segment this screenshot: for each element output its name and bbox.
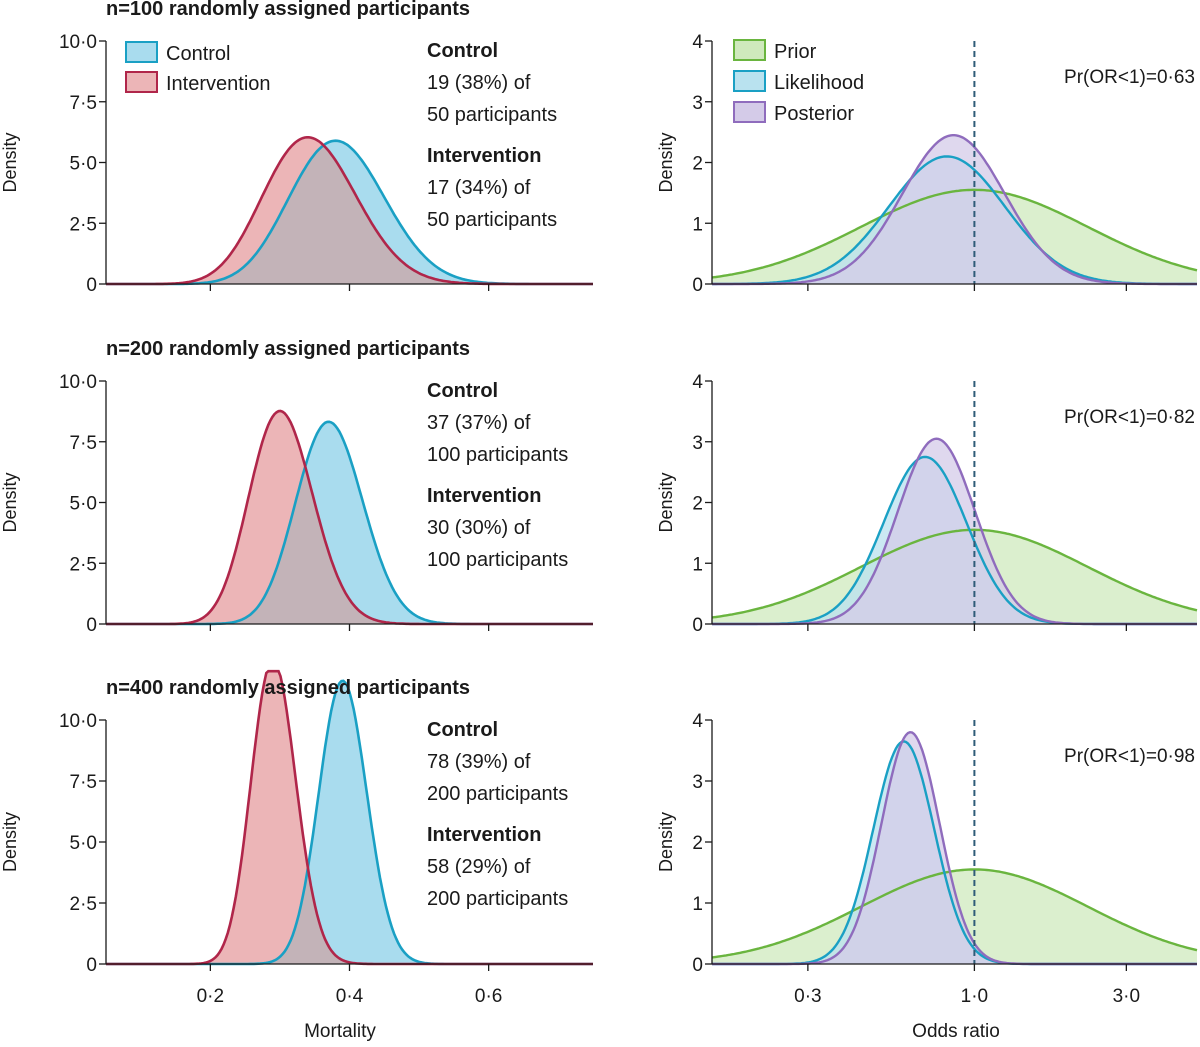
y-tick-label: 3 xyxy=(692,433,703,454)
chart-panel-1: 0 2·5 5·0 7·5 10·0 Density n=100 randomly assi… xyxy=(0,0,593,296)
prior-curve xyxy=(711,188,1198,279)
x-tick-label: 0·4 xyxy=(336,986,364,1007)
panel-title: n=400 randomly assigned participants xyxy=(106,677,470,699)
chart-panel-4: Pr(OR<1)=0·82 0 1 2 3 4 Density xyxy=(656,372,1198,636)
annotation-total: 100 participants xyxy=(427,549,568,571)
x-tick-label: 0·6 xyxy=(475,986,502,1007)
control-area xyxy=(106,680,593,964)
legend-label-posterior: Posterior xyxy=(774,103,854,125)
x-tick-label: 0·2 xyxy=(197,986,224,1007)
probability-label: Pr(OR<1)=0·63 xyxy=(1064,67,1195,88)
y-tick-label: 2·5 xyxy=(70,214,97,235)
y-tick-label: 5·0 xyxy=(70,833,97,854)
x-axis-label: Mortality xyxy=(304,1021,376,1042)
legend-swatch-posterior xyxy=(733,101,766,123)
legend-mortality: Control Intervention xyxy=(125,41,271,95)
posterior-area xyxy=(712,135,1197,284)
panel-title: n=100 randomly assigned participants xyxy=(106,0,470,20)
y-tick-label: 3 xyxy=(692,772,703,793)
annotation-total: 200 participants xyxy=(427,783,568,805)
chart-panel-2: Pr(OR<1)=0·63 0 1 2 3 4 Density Prior Likelihood… xyxy=(656,32,1198,296)
probability-label: Pr(OR<1)=0·98 xyxy=(1064,746,1195,767)
y-tick-label: 2 xyxy=(692,154,703,175)
annotation-count: 30 (30%) of xyxy=(427,517,531,539)
prior-curve xyxy=(711,528,1198,619)
y-tick-label: 0 xyxy=(86,615,97,636)
x-tick-label: 3·0 xyxy=(1113,986,1140,1007)
annotation-heading: Intervention xyxy=(427,824,541,846)
x-tick-label: 1·0 xyxy=(961,986,988,1007)
y-tick-label: 0 xyxy=(692,615,703,636)
annotation-heading: Control xyxy=(427,719,498,741)
chart-panel-6: Pr(OR<1)=0·98 0 1 2 3 4 0·3 1·0 3·0 Density Odds r… xyxy=(656,711,1198,1042)
annotation-total: 50 participants xyxy=(427,104,557,126)
y-tick-label: 3 xyxy=(692,93,703,114)
annotation-count: 37 (37%) of xyxy=(427,412,531,434)
y-tick-label: 10·0 xyxy=(59,372,97,393)
y-axis-label: Density xyxy=(656,812,676,872)
chart-panel-3: 0 2·5 5·0 7·5 10·0 Density n=200 randomly assi… xyxy=(0,338,593,636)
chart-panel-5: 0 2·5 5·0 7·5 10·0 0·2 0·4 0·6 Density Mortality n… xyxy=(0,669,593,1042)
y-tick-label: 0 xyxy=(692,955,703,976)
annotation-count: 58 (29%) of xyxy=(427,856,531,878)
legend-label-control: Control xyxy=(166,43,230,65)
y-tick-label: 2 xyxy=(692,833,703,854)
legend-swatch-intervention xyxy=(125,71,158,93)
posterior-curve xyxy=(712,134,1197,286)
y-tick-label: 7·5 xyxy=(70,433,97,454)
annotation-heading: Control xyxy=(427,40,498,62)
overlap-area xyxy=(106,145,593,284)
posterior-area xyxy=(712,732,1197,964)
y-tick-label: 0 xyxy=(86,955,97,976)
legend-label-prior: Prior xyxy=(774,41,817,63)
y-tick-label: 5·0 xyxy=(70,154,97,175)
prior-curve xyxy=(711,868,1198,959)
probability-label: Pr(OR<1)=0·82 xyxy=(1064,407,1195,428)
annotation-total: 200 participants xyxy=(427,888,568,910)
annotation-total: 50 participants xyxy=(427,209,557,231)
y-tick-label: 10·0 xyxy=(59,32,97,53)
y-tick-label: 4 xyxy=(692,372,703,393)
y-tick-label: 1 xyxy=(692,894,703,915)
y-axis-label: Density xyxy=(0,472,20,532)
legend-label-intervention: Intervention xyxy=(166,73,271,95)
y-axis-label: Density xyxy=(656,132,676,192)
y-axis-label: Density xyxy=(0,812,20,872)
legend-label-likelihood: Likelihood xyxy=(774,72,864,94)
annotation-heading: Control xyxy=(427,380,498,402)
annotation-heading: Intervention xyxy=(427,485,541,507)
y-axis-label: Density xyxy=(656,472,676,532)
control-area xyxy=(106,421,593,624)
annotation-count: 78 (39%) of xyxy=(427,751,531,773)
y-tick-label: 0 xyxy=(692,275,703,296)
legend-swatch-prior xyxy=(733,39,766,61)
annotation-total: 100 participants xyxy=(427,444,568,466)
annotation-heading: Intervention xyxy=(427,145,541,167)
y-tick-label: 4 xyxy=(692,32,703,53)
y-tick-label: 1 xyxy=(692,554,703,575)
y-tick-label: 0 xyxy=(86,275,97,296)
y-tick-label: 4 xyxy=(692,711,703,732)
legend-swatch-likelihood xyxy=(733,70,766,92)
y-axis-label: Density xyxy=(0,132,20,192)
y-tick-label: 1 xyxy=(692,214,703,235)
y-tick-label: 7·5 xyxy=(70,772,97,793)
y-tick-label: 2 xyxy=(692,494,703,515)
y-tick-label: 2·5 xyxy=(70,554,97,575)
legend-odds-ratio: Prior Likelihood Posterior xyxy=(733,39,864,125)
annotation-count: 17 (34%) of xyxy=(427,177,531,199)
y-tick-label: 7·5 xyxy=(70,93,97,114)
legend-swatch-control xyxy=(125,41,158,63)
x-axis-label: Odds ratio xyxy=(912,1021,1000,1042)
y-tick-label: 2·5 xyxy=(70,894,97,915)
annotation-count: 19 (38%) of xyxy=(427,72,531,94)
panel-title: n=200 randomly assigned participants xyxy=(106,338,470,360)
y-tick-label: 10·0 xyxy=(59,711,97,732)
x-tick-label: 0·3 xyxy=(794,986,821,1007)
y-tick-label: 5·0 xyxy=(70,494,97,515)
